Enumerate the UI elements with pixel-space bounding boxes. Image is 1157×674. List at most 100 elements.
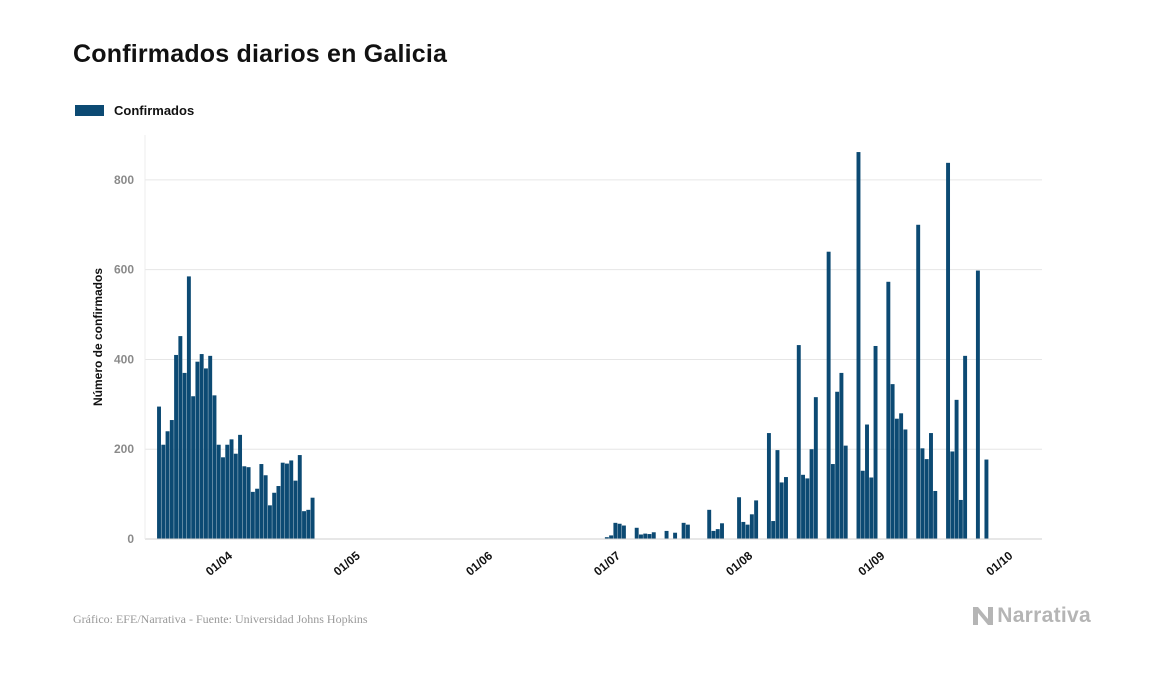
bar: [741, 521, 746, 539]
bar: [830, 464, 835, 539]
source-note: Gráfico: EFE/Narrativa - Fuente: Univers…: [73, 612, 368, 626]
y-axis-label: Número de confirmados: [91, 268, 105, 406]
bar: [856, 152, 861, 539]
bar: [267, 505, 272, 539]
bar: [873, 345, 878, 539]
bar: [280, 462, 285, 539]
x-tick-label: 01/06: [463, 548, 495, 578]
bar: [651, 532, 656, 539]
bar: [754, 500, 759, 539]
bar: [225, 444, 230, 539]
y-tick-labels: 0 200 400 600 800: [114, 173, 134, 546]
legend-label: Confirmados: [114, 103, 195, 118]
x-tick-label: 01/08: [723, 548, 755, 578]
bar: [178, 336, 183, 539]
bar: [157, 406, 161, 539]
y-tick-label: 200: [114, 442, 134, 456]
x-tick-label: 01/07: [591, 548, 623, 578]
bar: [813, 397, 818, 539]
bar: [809, 449, 814, 539]
x-tick-label: 01/05: [331, 548, 363, 578]
bar: [715, 529, 720, 539]
y-tick-label: 800: [114, 173, 134, 187]
bar: [293, 480, 298, 539]
bar: [285, 463, 289, 539]
chart-title: Confirmados diarios en Galicia: [73, 40, 448, 68]
bar: [647, 534, 652, 539]
brand-logo: Narrativa: [972, 604, 1091, 628]
bar: [643, 533, 648, 539]
y-tick-label: 400: [114, 352, 134, 366]
bar: [289, 460, 294, 539]
bar: [749, 514, 754, 539]
bar: [984, 459, 989, 539]
bar: [604, 537, 609, 539]
bar: [771, 521, 776, 539]
bar: [963, 355, 968, 539]
bar: [297, 455, 302, 539]
bar: [233, 453, 238, 539]
bar: [165, 431, 170, 539]
bar: [890, 384, 895, 539]
bar: [212, 395, 217, 539]
bar: [843, 445, 848, 539]
bar: [685, 524, 690, 539]
bar: [161, 444, 166, 539]
x-tick-label: 01/09: [855, 548, 887, 578]
bar: [621, 525, 626, 539]
bar: [839, 372, 844, 539]
bar: [191, 396, 196, 539]
bar: [276, 486, 281, 539]
bar: [310, 497, 315, 539]
narrativa-logo-icon: [973, 607, 994, 625]
bar: [634, 527, 639, 539]
bar: [745, 524, 750, 539]
bar: [860, 470, 865, 539]
bar: [865, 424, 869, 539]
bar: [916, 224, 921, 539]
gridlines: [145, 179, 1042, 450]
bar: [958, 499, 963, 539]
brand-name: Narrativa: [997, 604, 1091, 627]
bar: [894, 418, 899, 539]
bar: [886, 281, 891, 539]
bar: [826, 251, 831, 539]
bar: [664, 530, 669, 539]
bar: [255, 488, 260, 539]
bar: [246, 467, 251, 539]
bar: [779, 482, 784, 539]
bar: [242, 466, 247, 539]
bar: [950, 451, 955, 539]
bar: [195, 361, 200, 539]
bar: [306, 509, 311, 539]
bar: [673, 532, 678, 539]
bar: [221, 457, 225, 539]
bar: [869, 477, 874, 539]
bar: [946, 162, 951, 539]
bar: [174, 354, 179, 539]
x-tick-label: 01/10: [983, 548, 1015, 578]
bar: [766, 433, 771, 539]
bar: [259, 464, 264, 539]
bar: [775, 450, 780, 539]
bar: [609, 535, 614, 539]
bar: [835, 391, 840, 539]
bar: [933, 490, 938, 539]
bar: [216, 444, 221, 539]
bar: [238, 434, 243, 539]
bar: [639, 534, 643, 539]
x-tick-label: 01/04: [203, 548, 235, 578]
bar: [801, 474, 805, 539]
bar: [208, 355, 213, 539]
bar: [272, 492, 277, 539]
bar: [681, 522, 686, 539]
bar: [920, 448, 925, 539]
bar: [169, 420, 174, 539]
legend: Confirmados: [75, 103, 194, 118]
bar: [186, 276, 191, 539]
y-tick-label: 0: [127, 532, 134, 546]
bar: [805, 478, 810, 539]
bar: [250, 491, 255, 539]
bar: [229, 439, 234, 539]
